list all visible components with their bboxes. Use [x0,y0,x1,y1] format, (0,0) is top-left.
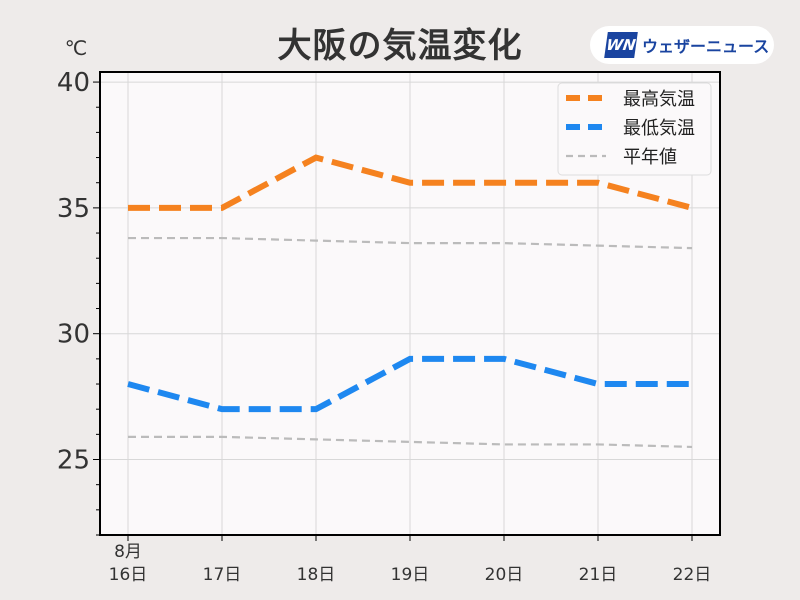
logo-text: ウェザーニュース [642,37,770,56]
legend-label: 平年値 [623,147,677,168]
series-line-1 [127,355,692,413]
weathernews-logo: WN ウェザーニュース [590,26,774,64]
legend-box [557,82,712,176]
x-tick-label: 19日 [391,565,430,585]
x-tick-label: 21日 [579,565,618,585]
y-tick-label: 40 [57,68,90,98]
x-tick-label: 17日 [203,565,242,585]
x-tick-label: 20日 [485,565,524,585]
y-axis-unit: ℃ [65,36,87,60]
legend-label: 最低気温 [623,118,695,139]
x-tick-label: 22日 [673,565,712,585]
y-tick-label: 35 [57,194,90,224]
chart-title: 大阪の気温変化 [277,26,523,66]
series-line-0 [128,154,693,211]
y-tick-label: 25 [57,446,90,476]
series-line-3 [128,435,693,449]
x-tick-label: 8月 16日 [109,542,148,585]
series-line-2 [128,236,693,250]
y-tick-label: 30 [57,320,90,350]
x-tick-label: 18日 [297,565,336,585]
legend-label: 最高気温 [623,89,695,110]
